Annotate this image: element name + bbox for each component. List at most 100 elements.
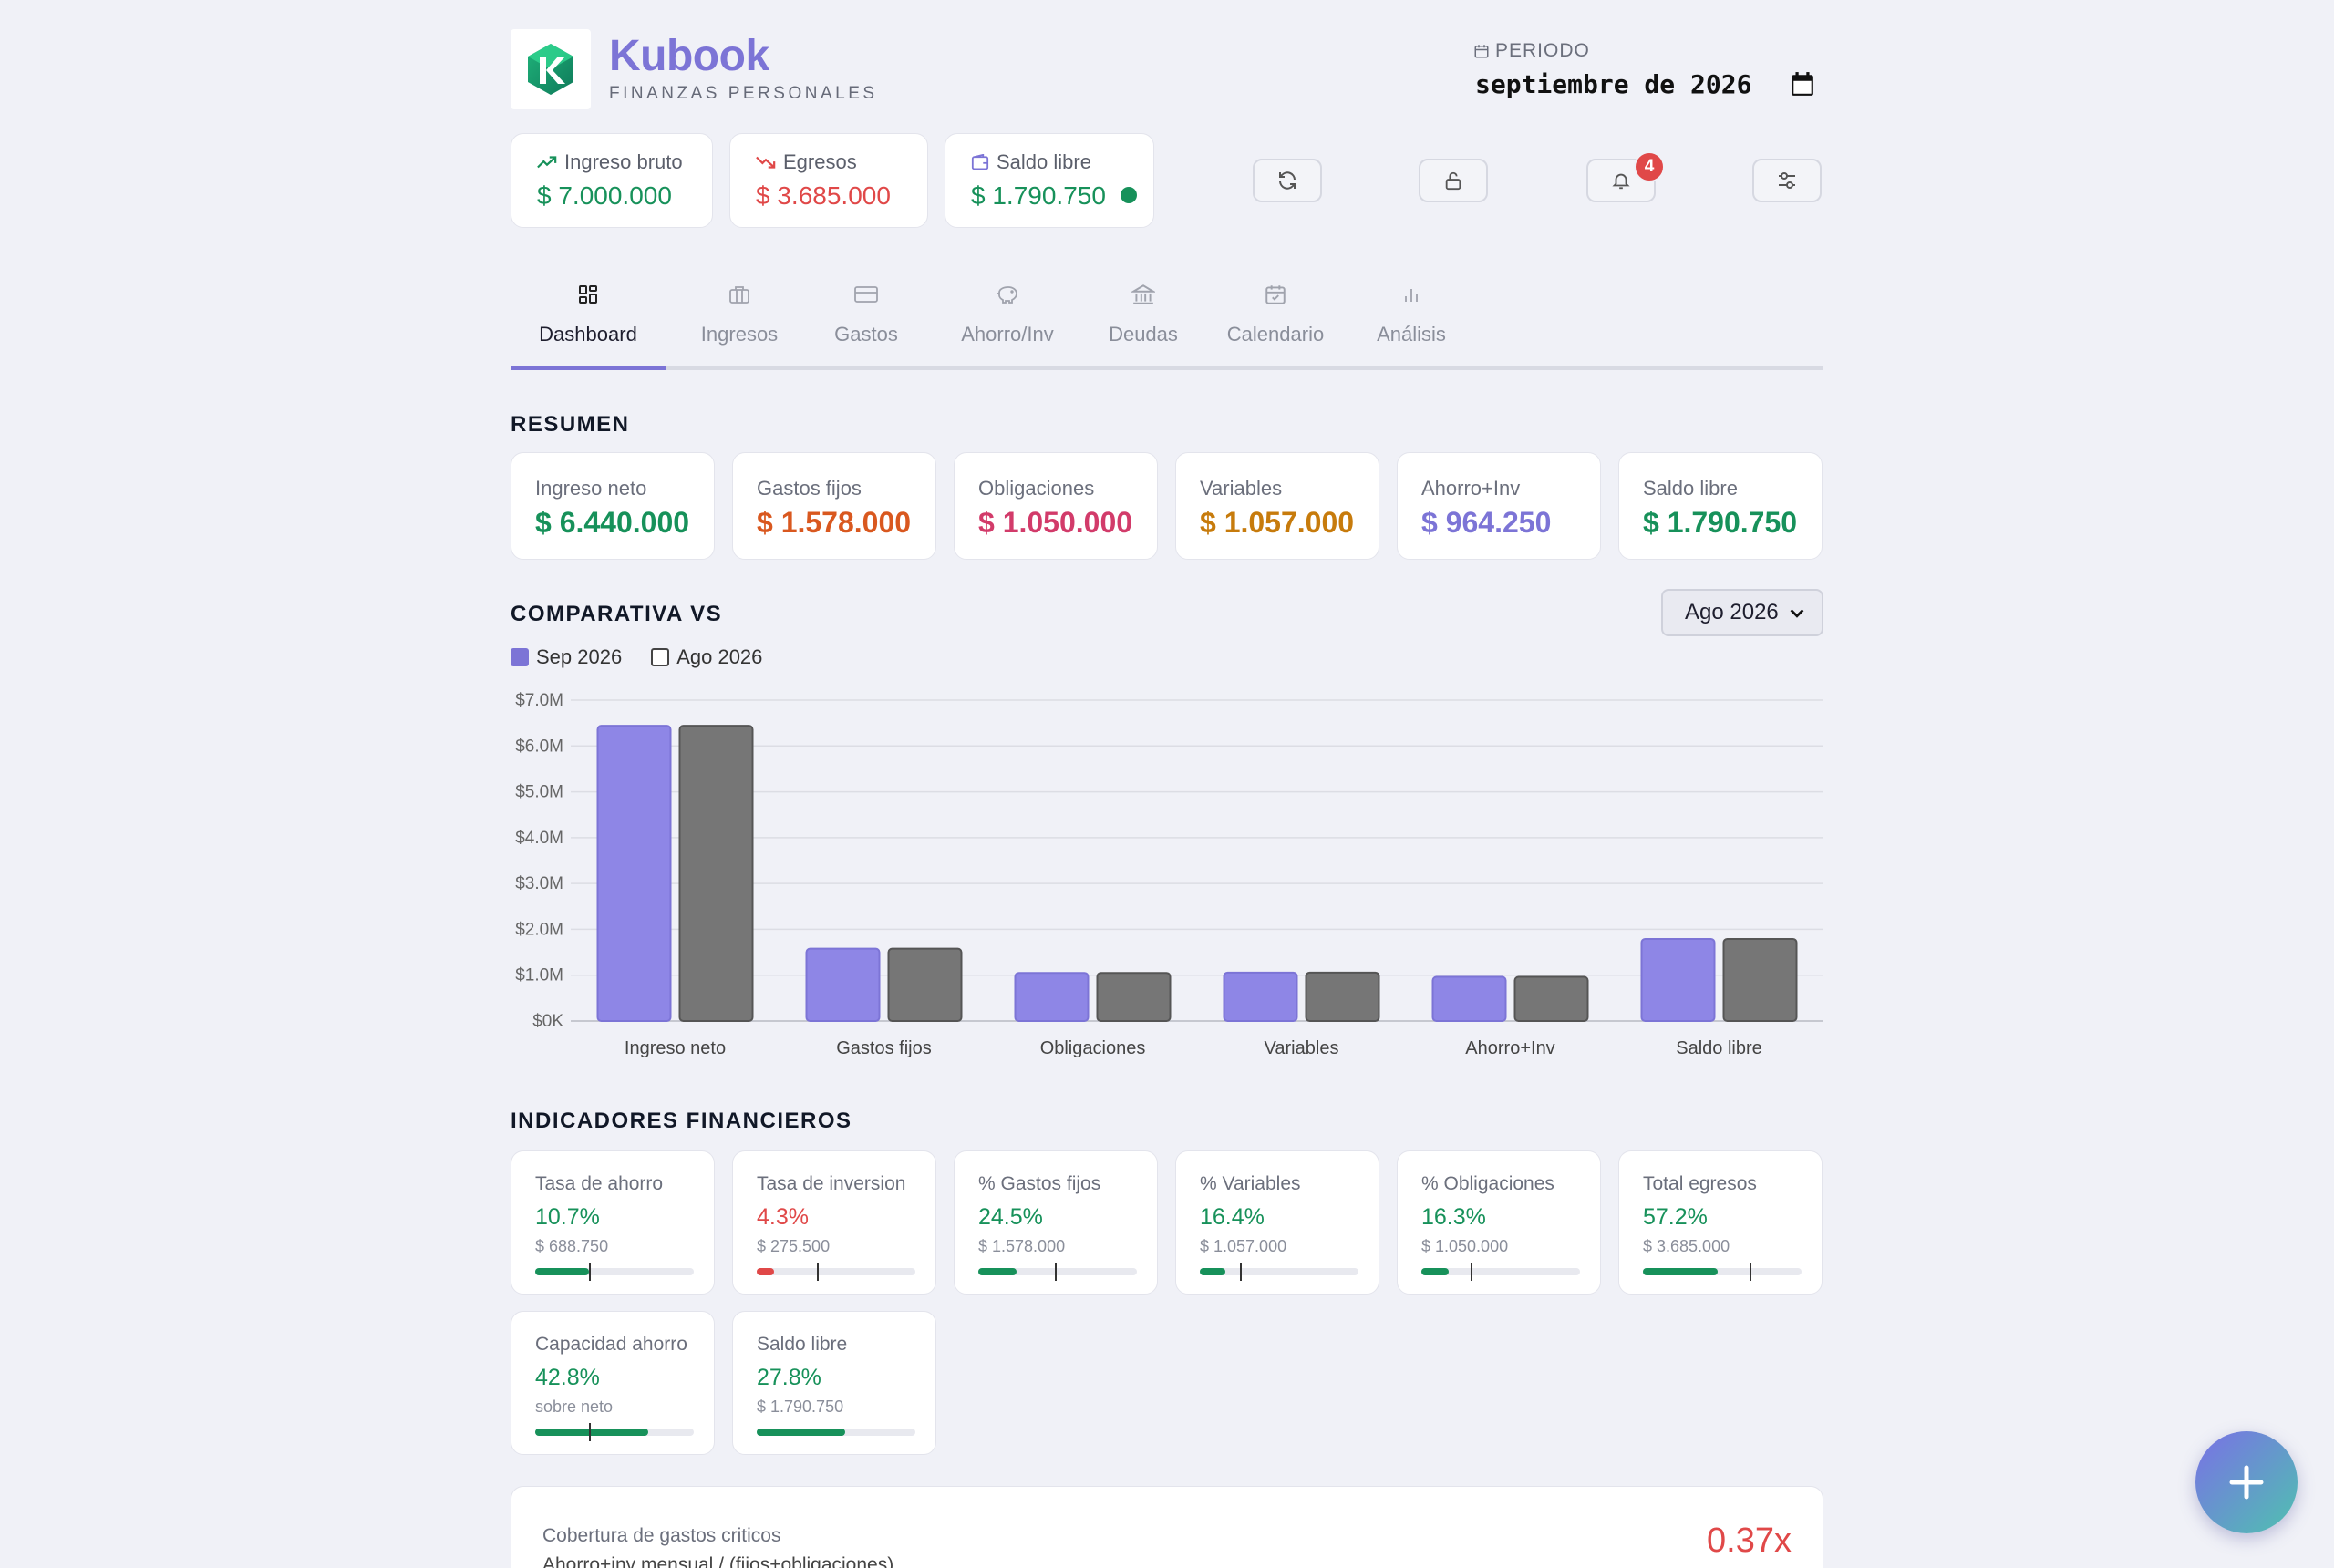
indicator-label: Capacidad ahorro <box>535 1334 687 1355</box>
piggy-bank-icon <box>997 286 1017 304</box>
indicator-progress-bar <box>757 1263 915 1281</box>
tab-dashboard[interactable]: Dashboard <box>511 273 666 370</box>
indicator-percent: 4.3% <box>757 1204 809 1230</box>
resumen-card-label: Gastos fijos <box>757 477 862 500</box>
resumen-card-label: Saldo libre <box>1643 477 1738 500</box>
indicator-card: Tasa de inversion 4.3% $ 275.500 <box>732 1150 936 1295</box>
indicator-amount: $ 3.685.000 <box>1643 1237 1730 1255</box>
sliders-icon <box>1779 172 1795 189</box>
indicator-progress-fill <box>1643 1268 1718 1275</box>
legend-swatch <box>511 648 529 666</box>
add-button[interactable] <box>2195 1431 2298 1533</box>
bar-sep-2026 <box>1014 972 1090 1023</box>
legend-label: Sep 2026 <box>536 645 623 668</box>
indicator-progress-bar <box>535 1423 694 1441</box>
indicator-amount: $ 1.578.000 <box>978 1237 1066 1255</box>
indicator-percent: 27.8% <box>757 1365 821 1390</box>
target-marker <box>1750 1263 1751 1281</box>
indicator-card: % Gastos fijos 24.5% $ 1.578.000 <box>954 1150 1158 1295</box>
chart-legend: Sep 2026 Ago 2026 <box>511 645 762 669</box>
resumen-card-label: Variables <box>1200 477 1283 500</box>
indicator-amount: $ 275.500 <box>757 1237 831 1255</box>
bar-ago-2026 <box>1513 975 1589 1022</box>
y-tick-label: $4.0M <box>515 829 563 848</box>
stat-value: $ 1.790.750 <box>971 181 1137 211</box>
x-tick-label: Gastos fijos <box>836 1038 931 1058</box>
app-container: Kubook FINANZAS PERSONALES PERIODO septi… <box>511 0 1823 1568</box>
wallet-icon <box>971 154 989 170</box>
briefcase-icon <box>729 286 749 304</box>
indicadores-title: INDICADORES FINANCIEROS <box>511 1109 852 1133</box>
cobertura-formula: Ahorro+inv mensual / (fijos+obligaciones… <box>542 1554 894 1568</box>
stat-label: Ingreso bruto <box>564 150 683 173</box>
indicator-card: Tasa de ahorro 10.7% $ 688.750 <box>511 1150 715 1295</box>
cobertura-card: Cobertura de gastos criticos Ahorro+inv … <box>511 1486 1823 1568</box>
stat-card-ingreso-bruto: Ingreso bruto $ 7.000.000 <box>511 133 713 228</box>
resumen-card: Ahorro+Inv $ 964.250 <box>1397 452 1601 560</box>
periodo-input[interactable]: septiembre de 2026 <box>1475 69 1752 99</box>
indicator-percent: 57.2% <box>1643 1204 1708 1230</box>
target-marker <box>589 1263 591 1281</box>
bar-chart-icon <box>1405 289 1418 302</box>
tab-ahorro-inv[interactable]: Ahorro/Inv <box>930 273 1085 366</box>
tab-label: Gastos <box>834 323 898 346</box>
refresh-icon <box>1279 171 1296 190</box>
indicator-amount: sobre neto <box>535 1398 614 1416</box>
bar-ago-2026 <box>678 725 754 1022</box>
resumen-card: Ingreso neto $ 6.440.000 <box>511 452 715 560</box>
y-tick-label: $1.0M <box>515 966 563 985</box>
tab-calendario[interactable]: Calendario <box>1207 273 1344 366</box>
indicator-card: Saldo libre 27.8% $ 1.790.750 <box>732 1311 936 1455</box>
resumen-card-value: $ 6.440.000 <box>535 506 690 539</box>
notification-badge: 4 <box>1634 151 1665 182</box>
tab-deudas[interactable]: Deudas <box>1090 273 1196 366</box>
settings-button[interactable] <box>1752 159 1822 202</box>
indicator-card: Total egresos 57.2% $ 3.685.000 <box>1618 1150 1823 1295</box>
indicator-progress-bar <box>1643 1263 1802 1281</box>
lock-button[interactable] <box>1419 159 1488 202</box>
resumen-card: Saldo libre $ 1.790.750 <box>1618 452 1823 560</box>
x-tick-label: Variables <box>1265 1038 1339 1058</box>
unlock-icon <box>1445 171 1461 191</box>
credit-card-icon <box>854 286 878 303</box>
resumen-card-value: $ 1.578.000 <box>757 506 912 539</box>
stat-card-egresos: Egresos $ 3.685.000 <box>729 133 928 228</box>
tab-analisis[interactable]: Análisis <box>1357 273 1466 366</box>
tab-label: Dashboard <box>539 323 637 346</box>
legend-item-sep-2026[interactable]: Sep 2026 <box>511 645 622 669</box>
indicator-progress-bar <box>1421 1263 1580 1281</box>
resumen-card: Obligaciones $ 1.050.000 <box>954 452 1158 560</box>
bar-sep-2026 <box>1223 971 1298 1022</box>
refresh-button[interactable] <box>1253 159 1322 202</box>
calendar-picker-icon[interactable] <box>1791 71 1814 101</box>
stat-label: Saldo libre <box>997 150 1091 173</box>
periodo-label-text: PERIODO <box>1495 40 1590 61</box>
y-tick-label: $7.0M <box>515 691 563 710</box>
resumen-card-label: Obligaciones <box>978 477 1095 500</box>
calendar-small-icon <box>1474 45 1489 58</box>
indicator-progress-fill <box>1200 1268 1225 1275</box>
cobertura-label: Cobertura de gastos criticos <box>542 1525 781 1546</box>
notifications-button[interactable]: 4 <box>1586 151 1665 202</box>
bank-icon <box>1131 284 1155 304</box>
indicator-card: % Obligaciones 16.3% $ 1.050.000 <box>1397 1150 1601 1295</box>
tab-label: Calendario <box>1226 323 1325 346</box>
comparison-bar-chart: $0K $1.0M $2.0M $3.0M $4.0M $5.0M $6.0M $7.0M In… <box>515 691 1823 1058</box>
tab-ingresos[interactable]: Ingresos <box>680 273 799 366</box>
bar-ago-2026 <box>887 947 963 1022</box>
bell-icon <box>1612 173 1630 190</box>
resumen-card-value: $ 964.250 <box>1421 506 1552 539</box>
y-tick-label: $0K <box>532 1012 563 1031</box>
tab-gastos[interactable]: Gastos <box>811 273 921 366</box>
legend-item-ago-2026[interactable]: Ago 2026 <box>651 645 762 669</box>
indicator-card: Capacidad ahorro 42.8% sobre neto <box>511 1311 715 1455</box>
compare-period-select[interactable]: Ago 2026 <box>1661 589 1823 636</box>
resumen-card-label: Ingreso neto <box>535 477 647 500</box>
resumen-card-value: $ 1.050.000 <box>978 506 1133 539</box>
indicator-label: Tasa de inversion <box>757 1173 906 1194</box>
target-marker <box>1055 1263 1057 1281</box>
indicator-amount: $ 688.750 <box>535 1237 609 1255</box>
x-tick-label: Obligaciones <box>1040 1038 1146 1058</box>
bar-ago-2026 <box>1722 937 1798 1023</box>
indicator-label: % Obligaciones <box>1421 1173 1554 1194</box>
